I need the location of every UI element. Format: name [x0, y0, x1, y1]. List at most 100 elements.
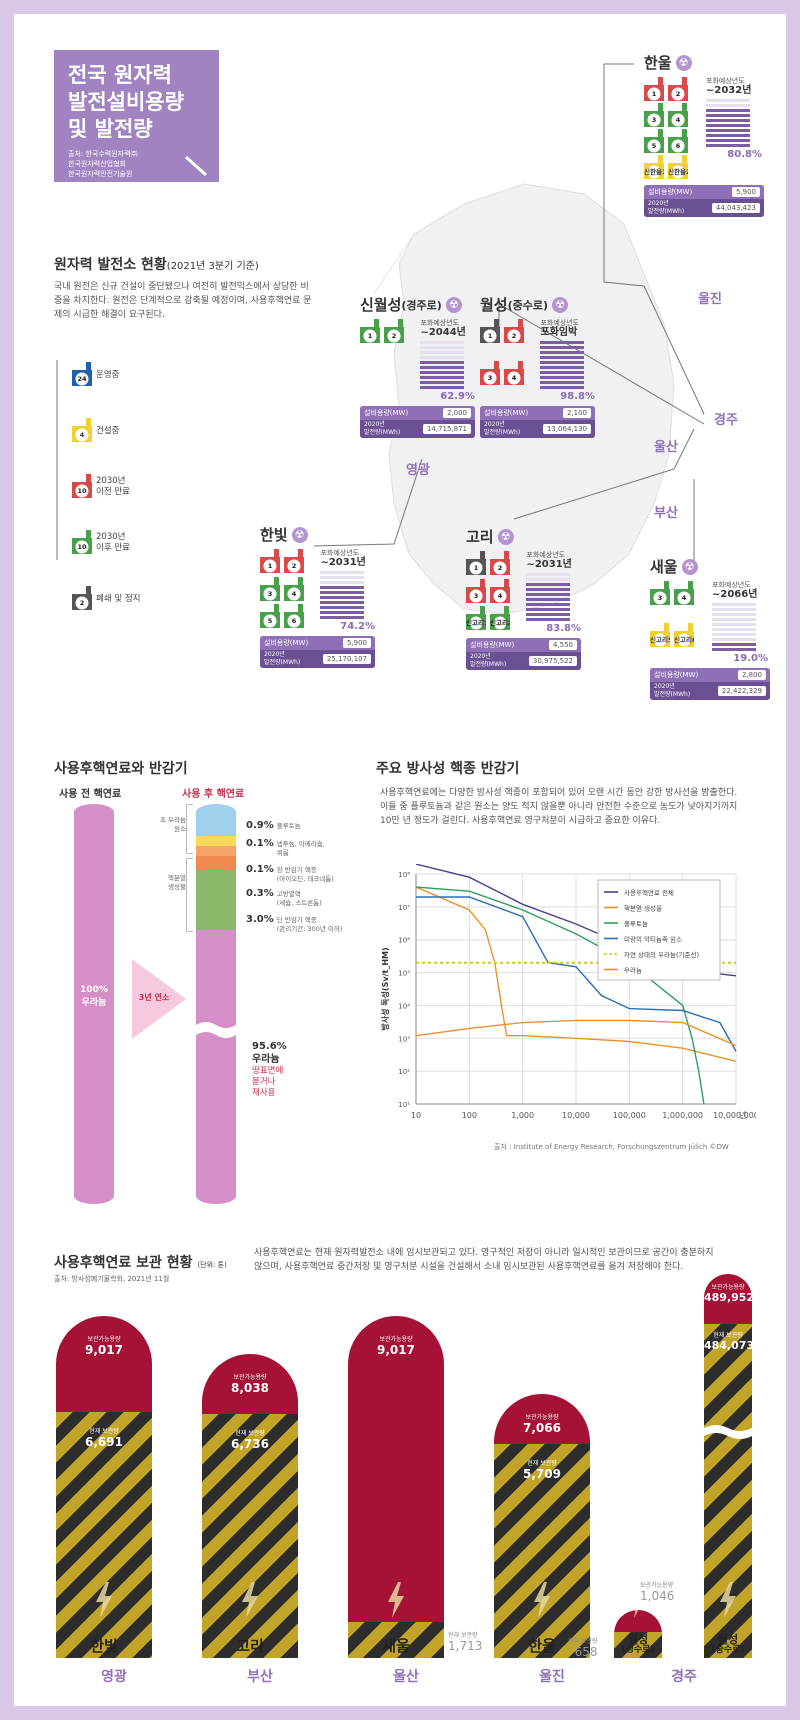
gauge-stripe — [320, 571, 365, 574]
storage-bar: 보관가능용량 9,017 새울 — [348, 1316, 444, 1658]
saturation-label: 포화예상년도 ~2044년 — [420, 319, 475, 338]
plant-sinwolseong: 신월성(경주로)12포화예상년도~2044년62.9%설비용량(MW)2,000… — [360, 294, 475, 438]
status-heading-note: (2021년 3분기 기준) — [166, 261, 259, 272]
plant-body: 1 2 포화예상년도 ~2044년 62.9% — [360, 319, 475, 402]
capacity-row: 설비용량(MW) 2,000 — [360, 406, 475, 420]
reactor-unit-number: 3 — [651, 116, 657, 124]
capacity-value: 4,550 — [548, 640, 577, 650]
saturation-pct: 80.8% — [727, 149, 762, 160]
gauge-stripe — [526, 603, 571, 606]
reactor-unit-number: 4 — [291, 589, 297, 598]
gauge-stripe — [712, 613, 756, 616]
reactor-unit-number: 1 — [367, 332, 373, 340]
reactor-unit-number: 신고리1 — [466, 619, 486, 628]
legend-item: 2 폐쇄 및 정지 — [72, 586, 212, 612]
reactor-unit-number: 신고리6 — [674, 635, 694, 644]
gauge-stripe — [320, 616, 365, 619]
reactor-unit-icon: 4 — [504, 360, 526, 385]
plant-name-text: 새울 — [650, 558, 678, 576]
generation-label: 2020년 발전량(MWh) — [648, 200, 685, 215]
generation-value: 22,422,329 — [717, 686, 766, 696]
capacity-value: 5,900 — [342, 638, 371, 648]
generation-label: 2020년 발전량(MWh) — [264, 651, 301, 666]
gauge-stripe — [320, 586, 365, 589]
reactor-unit-number: 10 — [77, 487, 87, 495]
bar-name-text: 월성 — [717, 1633, 739, 1646]
capacity-label: 설비용량(MW) — [484, 409, 529, 417]
capacity-row: 설비용량(MW) 5,900 — [644, 185, 764, 199]
layer-short-halflife — [196, 870, 236, 930]
storage-bar: 현재 보관량 6,736 보관가능용량 8,038 고리 — [202, 1354, 298, 1658]
saturation-label: 포화예상년도 포화임박 — [540, 319, 595, 338]
storage-unit: (단위: 톤) — [197, 1261, 227, 1269]
gauge-stripe — [706, 144, 750, 147]
reactor-units: 1 2 3 4 신고리1 신고리2 — [466, 551, 522, 634]
reactor-unit-icon: 2 — [490, 551, 512, 575]
reactor-unit-number: 1 — [487, 332, 493, 340]
reactor-unit-number: 신고리5 — [650, 635, 670, 644]
generation-value: 44,043,423 — [711, 203, 760, 213]
gauge-stripe — [540, 351, 585, 354]
reactor-unit-number: 6 — [291, 617, 297, 626]
fuel-row-pct: 0.9% — [246, 820, 274, 831]
capacity-label: 설비용량(MW) — [364, 409, 409, 417]
reactor-unit-icon: 1 — [644, 77, 666, 101]
cap-label: 보관가능용량 — [525, 1414, 559, 1421]
capacity-row: 설비용량(MW) 2,800 — [650, 668, 770, 682]
capacity-label: 설비용량(MW) — [648, 188, 693, 196]
plant-saeul: 새울 3 4 신고리5 신고리6 포화예상년도~2066년 19.0% 설비용량(MW) 2,8… — [650, 556, 770, 700]
halflife-line-chart: 10 100 1,000 10,000 100,000 1,000,000 10,000,0… — [380, 864, 756, 1120]
bar-name-sub: (경수로) — [621, 1645, 655, 1655]
bar-name-sub: (중수로) — [711, 1645, 745, 1655]
generation-row: 2020년 발전량(MWh) 22,422,329 — [650, 682, 770, 700]
reactor-unit-icon: 2 — [72, 586, 94, 610]
gauge-stripe — [320, 576, 365, 579]
gauge-stripe — [526, 618, 571, 621]
legend-item: 4 건설중 — [72, 418, 212, 444]
plant-hanbit: 한빛 1 2 3 4 5 6 포화예상년도~2031년 74.2% 설비용량(MW) 5,900 20… — [260, 524, 375, 668]
y-tick-label: 10³ — [398, 1035, 410, 1043]
saturation-label: 포화예상년도 ~2031년 — [526, 551, 581, 570]
uranium-pct: 95.6% — [252, 1041, 287, 1052]
fuel-before-content: 100% 우라늄 — [80, 985, 108, 1008]
reactor-unit-icon: 4 — [72, 418, 94, 442]
gauge-stripe — [420, 381, 465, 384]
plant-info-table: 설비용량(MW) 5,900 2020년 발전량(MWh) 25,170,107 — [260, 636, 375, 668]
x-tick-label: 1,000 — [511, 1111, 534, 1120]
cur-block: 현재 보관량 5,709 — [494, 1458, 590, 1481]
gauge-stripe — [540, 346, 585, 349]
saturation-caption: 포화예상년도 — [712, 581, 751, 589]
storage-bar-name: 한빛 — [56, 1635, 152, 1656]
generation-row: 2020년 발전량(MWh) 14,715,871 — [360, 420, 475, 438]
capacity-label: 설비용량(MW) — [654, 671, 699, 679]
reactor-unit-number: 3 — [267, 589, 273, 598]
legend-entry: 우라늄 — [624, 966, 642, 975]
capacity-row: 설비용량(MW) 4,550 — [466, 638, 581, 652]
plant-name-text: 한빛 — [260, 526, 288, 544]
reactor-unit-number: 4 — [79, 431, 85, 439]
gauge-stripe — [712, 618, 756, 621]
storage-bar-current — [348, 1582, 444, 1658]
gauge-stripe — [420, 341, 465, 344]
korea-map — [374, 183, 675, 615]
fuel-row-desc: 플루토늄 — [276, 822, 301, 830]
gauge-stripe — [540, 376, 585, 379]
legend-item: 24 운영중 — [72, 362, 212, 388]
saturation-gauge — [712, 603, 756, 651]
fuel-row-desc: 장 반감기 핵종 (아이오딘, 테크네튬) — [276, 866, 334, 883]
y-tick-label: 10⁶ — [398, 937, 410, 945]
saturation-gauge — [526, 573, 571, 621]
plant-hanul: 한울 1 2 3 4 5 6 신한울1 신한울2 포화예상년도~2032년 80.8% 설비용량(MW… — [644, 52, 764, 217]
bar-name-text: 새울 — [382, 1637, 410, 1655]
fuel-row-pct: 0.1% — [246, 864, 274, 875]
lightning-icon — [532, 1582, 552, 1618]
cur-value: 484,073 — [704, 1339, 752, 1352]
reactor-unit-number: 2 — [675, 90, 681, 98]
saturation-block: 포화예상년도 ~2044년 62.9% — [420, 319, 475, 402]
series-line — [416, 896, 737, 1052]
storage-region-uljin: 울진 — [539, 1669, 565, 1685]
cap-label: 보관가능용량 — [711, 1284, 745, 1291]
infographic-page: 전국 원자력 발전설비용량 및 발전량 출처: 한국수력원자력㈜ 한국원자력산업… — [14, 14, 786, 1706]
reactor-unit-icon: 24 — [72, 362, 94, 386]
cur-label: 현재 보관량 — [527, 1460, 557, 1467]
